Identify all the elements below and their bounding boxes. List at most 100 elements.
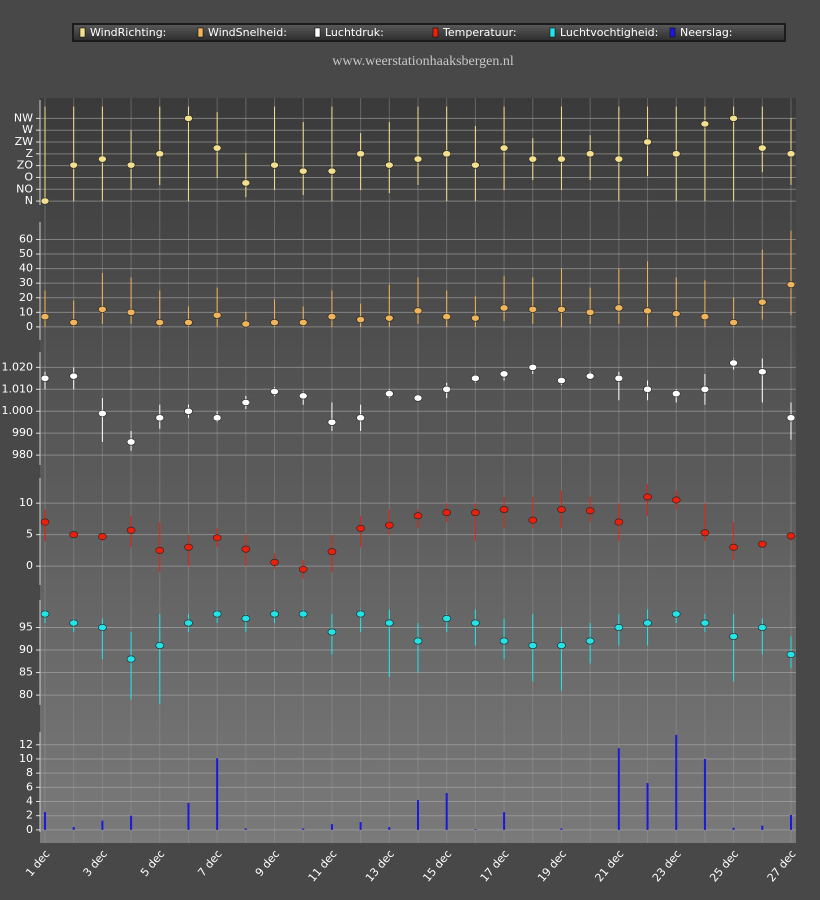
data-point bbox=[155, 642, 165, 650]
data-point bbox=[184, 319, 193, 327]
y-tick-label: Z bbox=[25, 147, 33, 160]
y-tick-label: NW bbox=[14, 111, 33, 124]
data-point bbox=[327, 167, 337, 175]
data-point bbox=[700, 313, 710, 321]
data-point bbox=[98, 623, 107, 631]
data-point bbox=[758, 623, 767, 631]
legend-swatch bbox=[314, 27, 321, 38]
data-point bbox=[471, 161, 480, 169]
data-point bbox=[700, 120, 710, 128]
data-point bbox=[729, 543, 738, 551]
data-point bbox=[758, 298, 767, 306]
legend-label: WindRichting: bbox=[90, 26, 166, 39]
data-point bbox=[643, 307, 652, 315]
data-point bbox=[442, 313, 451, 321]
bar bbox=[216, 758, 219, 830]
data-point bbox=[442, 614, 451, 622]
y-tick-label: NO bbox=[16, 182, 33, 195]
y-tick-label: 0 bbox=[26, 320, 33, 333]
data-point bbox=[528, 305, 538, 313]
data-point bbox=[212, 311, 222, 319]
data-point bbox=[442, 385, 451, 393]
bar bbox=[474, 829, 477, 830]
legend-label: Neerslag: bbox=[680, 26, 733, 39]
data-point bbox=[98, 533, 107, 541]
data-point bbox=[528, 363, 538, 371]
y-tick-label: 2 bbox=[26, 809, 33, 822]
bar bbox=[187, 802, 190, 830]
bar bbox=[560, 828, 563, 830]
data-point bbox=[298, 167, 308, 175]
y-tick-label: 95 bbox=[19, 620, 33, 633]
y-tick-label: 4 bbox=[26, 795, 33, 808]
data-point bbox=[184, 619, 193, 627]
data-point bbox=[786, 651, 796, 659]
data-point bbox=[557, 505, 566, 513]
data-point bbox=[614, 374, 624, 382]
data-point bbox=[40, 518, 50, 526]
y-tick-label: 80 bbox=[19, 688, 33, 701]
y-tick-label: O bbox=[24, 170, 33, 183]
legend bbox=[72, 23, 786, 42]
data-point bbox=[729, 114, 738, 122]
bar bbox=[244, 828, 247, 830]
data-point bbox=[270, 558, 279, 566]
data-point bbox=[327, 548, 337, 556]
data-point bbox=[356, 524, 365, 532]
bar bbox=[388, 827, 391, 830]
bar bbox=[72, 827, 75, 830]
bar bbox=[44, 812, 46, 830]
data-point bbox=[69, 619, 78, 627]
data-point bbox=[184, 407, 193, 415]
data-point bbox=[298, 610, 308, 618]
y-tick-label: 10 bbox=[19, 305, 33, 318]
data-point bbox=[471, 509, 480, 517]
data-point bbox=[270, 610, 279, 618]
data-point bbox=[729, 319, 738, 327]
bar bbox=[130, 815, 133, 830]
data-point bbox=[729, 359, 738, 367]
data-point bbox=[585, 507, 595, 515]
data-point bbox=[614, 623, 624, 631]
data-point bbox=[327, 628, 337, 636]
data-point bbox=[614, 518, 624, 526]
bar bbox=[732, 827, 735, 830]
bar bbox=[503, 812, 506, 830]
data-point bbox=[298, 565, 308, 573]
data-point bbox=[671, 310, 681, 318]
data-point bbox=[585, 372, 595, 380]
data-point bbox=[585, 637, 595, 645]
data-point bbox=[528, 516, 538, 524]
data-point bbox=[528, 155, 538, 163]
y-tick-label: 5 bbox=[26, 528, 33, 541]
y-tick-label: W bbox=[22, 123, 33, 136]
data-point bbox=[413, 307, 423, 315]
data-point bbox=[155, 319, 165, 327]
y-tick-label: ZW bbox=[15, 135, 34, 148]
data-point bbox=[385, 390, 394, 398]
y-tick-label: 10 bbox=[19, 752, 33, 765]
data-point bbox=[671, 610, 681, 618]
y-tick-label: 1.000 bbox=[2, 404, 34, 417]
data-point bbox=[126, 438, 136, 446]
y-tick-label: 0 bbox=[26, 823, 33, 836]
y-tick-label: 6 bbox=[26, 780, 33, 793]
legend-swatch bbox=[549, 27, 556, 38]
data-point bbox=[643, 619, 652, 627]
data-point bbox=[643, 385, 652, 393]
data-point bbox=[758, 368, 767, 376]
bar bbox=[101, 820, 104, 830]
y-tick-label: 30 bbox=[19, 276, 33, 289]
data-point bbox=[69, 531, 78, 539]
legend-label: Luchtdruk: bbox=[325, 26, 384, 39]
bar bbox=[617, 748, 620, 830]
data-point bbox=[557, 305, 566, 313]
data-point bbox=[643, 493, 652, 501]
data-point bbox=[356, 316, 365, 324]
data-point bbox=[614, 304, 624, 312]
y-tick-label: 90 bbox=[19, 643, 33, 656]
y-tick-label: 0 bbox=[26, 559, 33, 572]
data-point bbox=[671, 390, 681, 398]
data-point bbox=[471, 374, 480, 382]
data-point bbox=[270, 161, 279, 169]
